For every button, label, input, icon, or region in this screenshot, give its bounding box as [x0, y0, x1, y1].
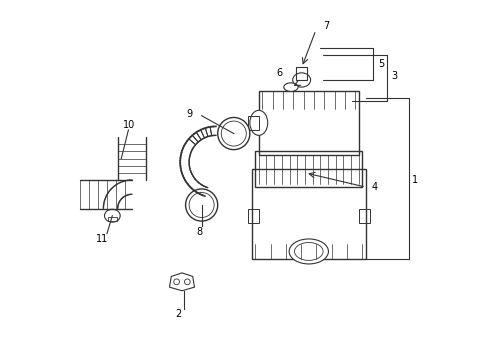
Text: 2: 2: [175, 309, 181, 319]
Bar: [108, 217, 117, 221]
Bar: [258, 91, 358, 155]
Bar: [296, 67, 306, 80]
Text: 1: 1: [411, 175, 418, 185]
Ellipse shape: [292, 73, 310, 87]
Text: 3: 3: [390, 71, 396, 81]
Polygon shape: [169, 273, 194, 291]
Ellipse shape: [189, 193, 214, 217]
Text: 8: 8: [196, 227, 202, 237]
Text: 11: 11: [95, 234, 107, 244]
Bar: [251, 169, 365, 258]
Ellipse shape: [185, 189, 217, 221]
Ellipse shape: [221, 121, 246, 146]
Text: 7: 7: [323, 21, 328, 31]
Ellipse shape: [184, 279, 190, 285]
Text: 6: 6: [275, 68, 282, 78]
Text: 9: 9: [186, 109, 192, 119]
Text: 10: 10: [123, 120, 135, 130]
Ellipse shape: [217, 117, 249, 150]
Ellipse shape: [288, 239, 328, 264]
Text: 5: 5: [378, 59, 384, 69]
Bar: [247, 116, 258, 130]
Ellipse shape: [104, 209, 120, 222]
Ellipse shape: [249, 111, 267, 135]
Ellipse shape: [173, 279, 179, 285]
Bar: [247, 208, 258, 223]
Bar: [358, 208, 369, 223]
Bar: [255, 152, 362, 187]
Ellipse shape: [294, 243, 323, 260]
Ellipse shape: [283, 83, 298, 91]
Text: 4: 4: [370, 182, 377, 192]
